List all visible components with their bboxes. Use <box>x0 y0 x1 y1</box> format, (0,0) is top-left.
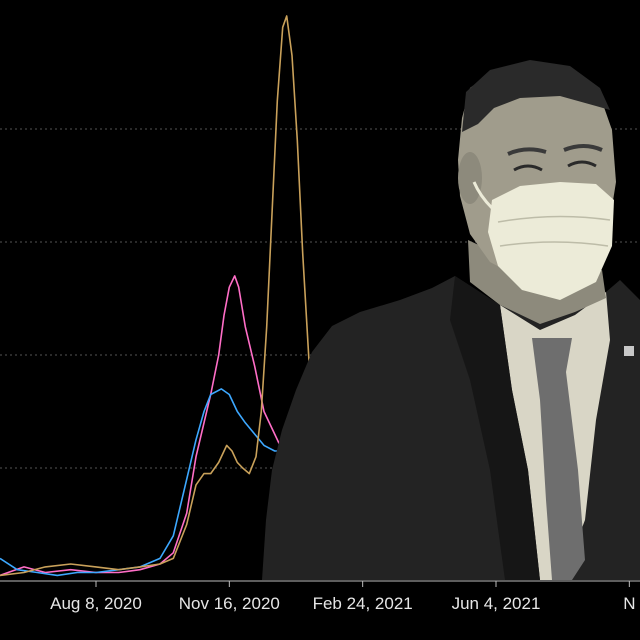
mask-fold-2 <box>499 241 609 247</box>
x-tick-label-1: Aug 8, 2020 <box>50 594 142 613</box>
x-axis: Aug 8, 2020 Nov 16, 2020 Feb 24, 2021 Jun 4… <box>0 580 640 613</box>
x-tick-label-5: N <box>623 594 635 613</box>
lapel-left <box>450 276 540 580</box>
brow-left <box>507 147 547 156</box>
x-tick-label-2: Nov 16, 2020 <box>179 594 280 613</box>
x-tick-label-4: Jun 4, 2021 <box>452 594 541 613</box>
face-mask <box>488 182 614 300</box>
mask-strap <box>472 181 494 210</box>
lapel-pin <box>624 346 634 356</box>
x-tick-label-3: Feb 24, 2021 <box>313 594 413 613</box>
eye-left <box>513 164 543 172</box>
mask-fold-1 <box>497 215 611 223</box>
hair <box>462 60 610 132</box>
portrait-photo <box>262 60 640 580</box>
eye-right <box>567 160 597 168</box>
ear <box>458 152 482 204</box>
brow-right <box>563 144 603 152</box>
necktie <box>532 338 585 580</box>
